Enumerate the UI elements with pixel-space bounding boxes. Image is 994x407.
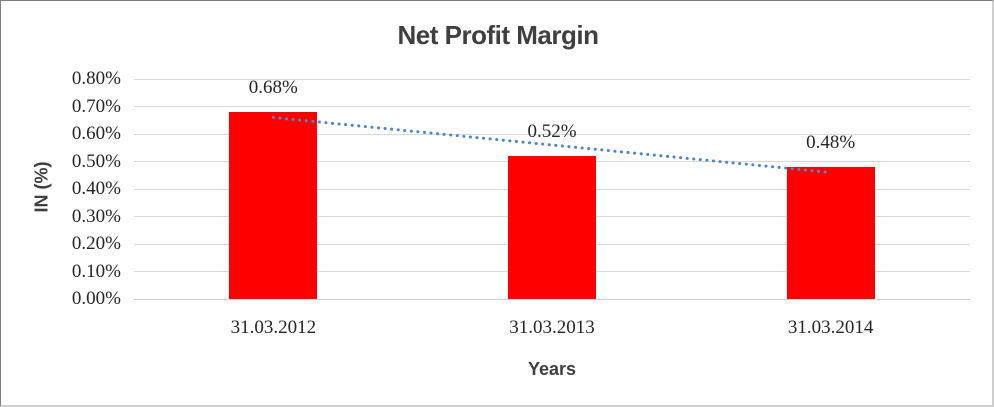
- y-tick-label: 0.20%: [71, 233, 121, 254]
- bar-data-label: 0.52%: [527, 121, 577, 142]
- bar-data-label: 0.68%: [248, 77, 298, 98]
- y-tick-label: 0.40%: [71, 178, 121, 199]
- y-tick-label: 0.30%: [71, 205, 121, 227]
- y-gridline: [134, 78, 970, 80]
- x-axis-line: [134, 298, 970, 300]
- bar-data-label: 0.48%: [806, 132, 856, 153]
- x-category-label: 31.03.2014: [787, 317, 874, 338]
- y-gridline: [134, 106, 970, 107]
- y-tick-label: 0.00%: [71, 288, 121, 309]
- y-tick-label: 0.50%: [71, 150, 121, 172]
- y-tick-label: 0.60%: [71, 123, 121, 144]
- bar-31.03.2013: [508, 156, 596, 299]
- bar-31.03.2014: [786, 167, 875, 299]
- y-tick-label: 0.70%: [71, 95, 121, 117]
- x-category-label: 31.03.2013: [509, 317, 595, 338]
- chart-title: Net Profit Margin: [397, 20, 599, 50]
- x-category-label: 31.03.2012: [230, 317, 317, 338]
- y-tick-label: 0.80%: [71, 68, 121, 89]
- y-tick-label: 0.10%: [71, 260, 121, 282]
- bar-31.03.2012: [229, 112, 318, 299]
- x-axis-title: Years: [527, 359, 577, 379]
